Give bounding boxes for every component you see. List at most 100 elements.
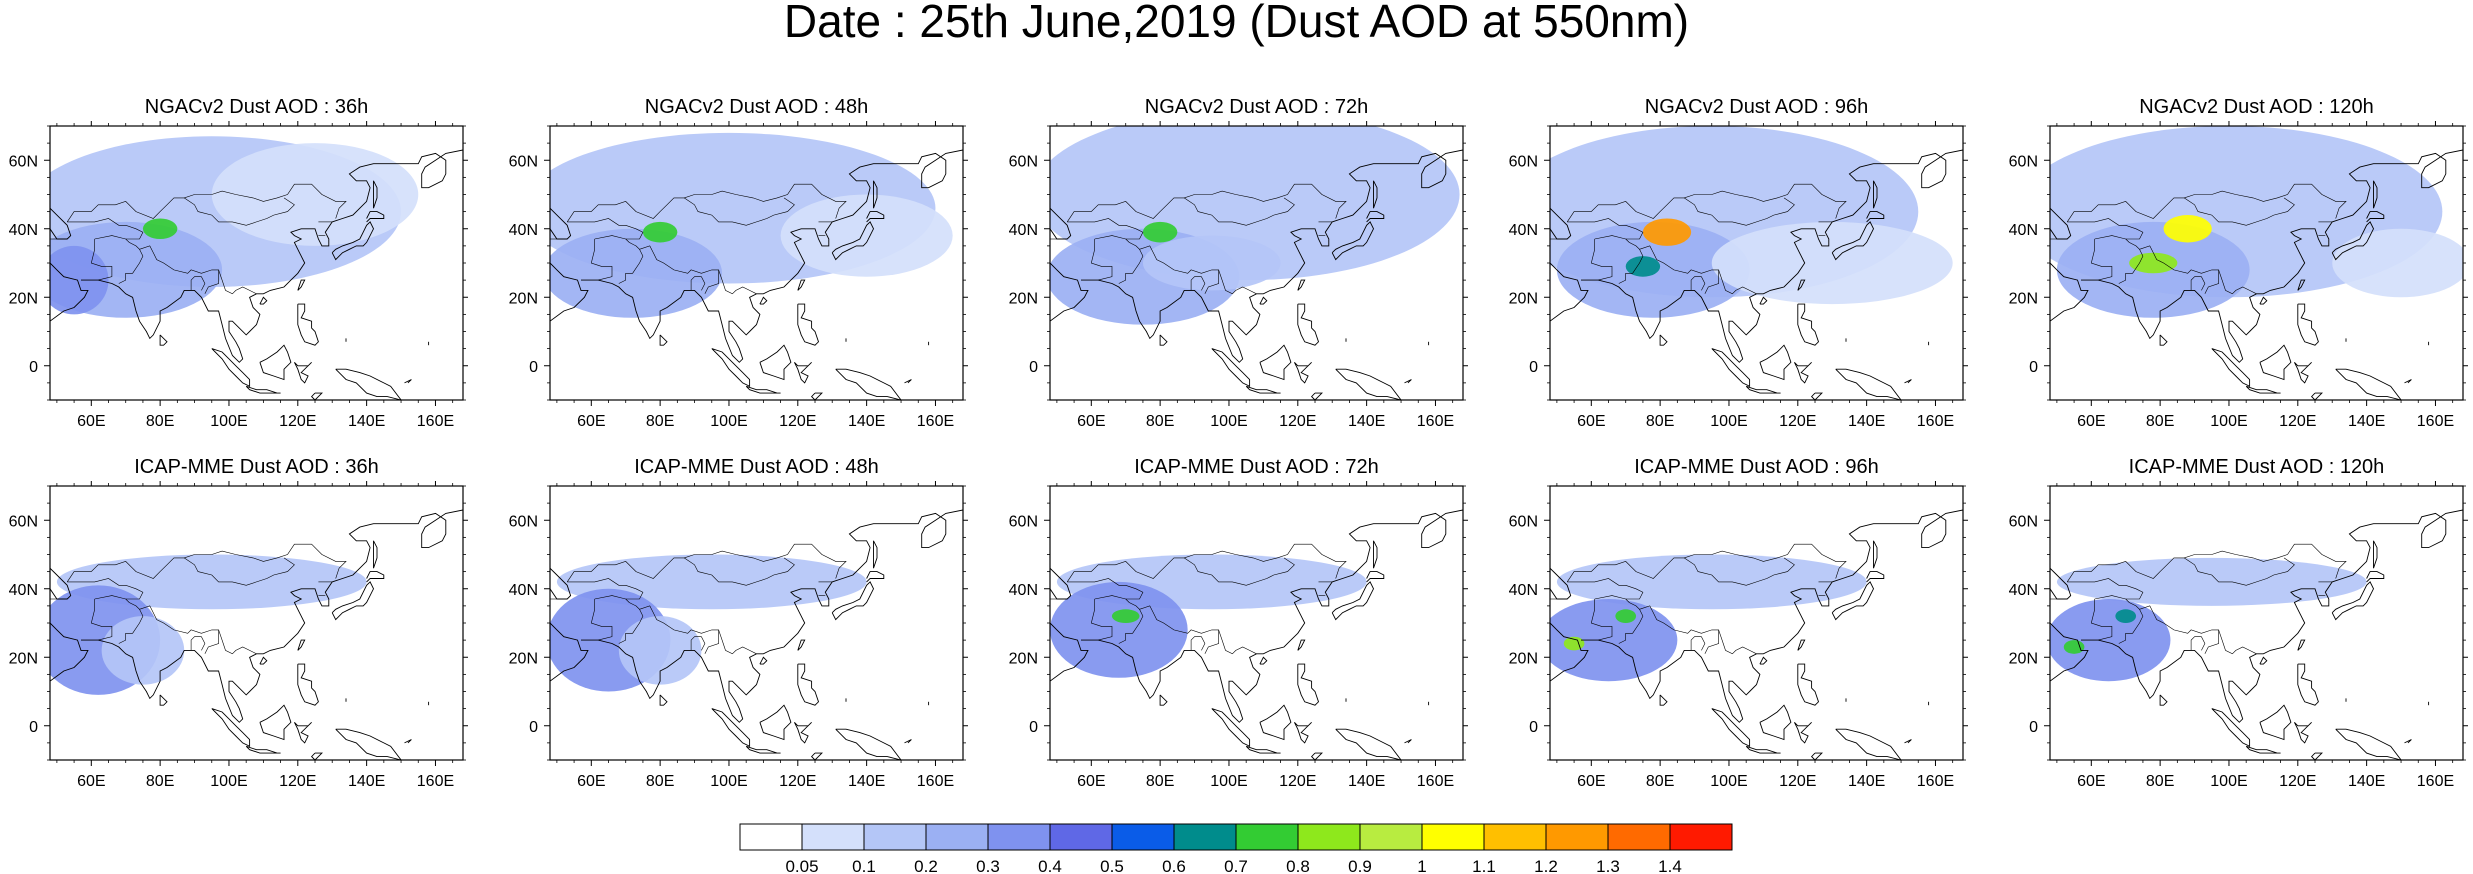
x-tick-label: 120E [1279,773,1316,790]
country-border [2090,599,2113,641]
x-tick-label: 60E [77,773,105,790]
coastline [1211,348,1251,388]
y-tick-label: 40N [509,582,538,599]
coastline [2259,344,2292,381]
x-tick-label: 140E [848,413,885,430]
y-tick-label: 40N [1009,222,1038,239]
map-panel-icap-96h: 60E 80E 100E 120E 140E 160E 0 20N 40N 60N [1509,481,1968,790]
coastline [297,279,306,291]
y-tick-label: 40N [509,222,538,239]
y-tick-label: 60N [1009,153,1038,170]
coastline [1211,708,1251,748]
map-panel-icap-36h: 60E 80E 100E 120E 140E 160E 0 20N 40N 60N [9,481,468,790]
country-border [1567,218,1644,240]
coastline [866,211,885,223]
y-tick-label: 40N [9,222,38,239]
coastline [2297,663,2319,706]
y-tick-label: 0 [1029,359,1038,376]
coastline [310,392,323,400]
country-border [218,629,257,655]
coastline [259,704,292,741]
coastline [1793,361,1812,384]
coastline [797,303,820,346]
x-tick-label: 120E [779,413,816,430]
coastline [159,694,168,706]
x-tick-label: 100E [1210,413,1247,430]
colorbar-label: 0.3 [976,857,1000,874]
y-tick-label: 20N [1009,290,1038,307]
x-tick-label: 120E [779,773,816,790]
y-tick-label: 40N [2009,582,2038,599]
country-border [1067,218,1144,240]
coastline [293,361,312,384]
panel-title-icap-96h: ICAP-MME Dust AOD : 96h [1634,456,1879,478]
country-border [2218,269,2257,295]
coastline [1297,639,1306,651]
coastline [1297,663,1320,706]
coastline [1159,694,1168,706]
coastline [1866,571,1885,583]
coastline [2331,581,2375,621]
colorbar-label: 1 [1417,857,1426,874]
y-tick-label: 0 [529,359,538,376]
coastline [2297,303,2319,346]
aod-field [50,554,367,695]
aod-cell [1556,554,1867,610]
map-panel-ngac-36h: 60E 80E 100E 120E 140E 160E 0 20N 40N 60N [9,121,468,430]
y-tick-label: 20N [1009,650,1038,667]
x-tick-label: 60E [1077,773,1105,790]
colorbar-label: 0.2 [914,857,938,874]
coastline [2081,509,2463,723]
coastline [1797,663,1820,706]
country-border [2066,183,2347,223]
x-tick-label: 60E [1577,413,1605,430]
x-tick-label: 60E [77,413,105,430]
y-tick-label: 0 [1529,719,1538,736]
colorbar-swatch [1359,823,1423,851]
x-tick-label: 140E [2348,773,2385,790]
colorbar-swatch [1483,823,1547,851]
x-tick-label: 100E [210,773,247,790]
colorbar-swatch [1173,823,1237,851]
coastline [1904,739,1912,744]
coastline [2211,708,2251,748]
panel-title-icap-120h: ICAP-MME Dust AOD : 120h [2128,456,2385,478]
y-tick-label: 20N [9,290,38,307]
coastline [2081,149,2463,363]
colorbar-swatch [1669,823,1733,851]
y-tick-label: 60N [2009,153,2038,170]
x-tick-label: 140E [2348,413,2385,430]
x-tick-label: 80E [146,773,174,790]
panel-title-icap-48h: ICAP-MME Dust AOD : 48h [634,456,879,478]
y-tick-label: 0 [1529,359,1538,376]
x-tick-label: 120E [1779,413,1816,430]
y-tick-label: 0 [2029,719,2038,736]
coastline [1581,509,1963,723]
x-tick-label: 80E [2146,773,2174,790]
coastline [2259,656,2268,665]
coastline [1904,379,1912,384]
coastline [1310,752,1323,760]
coastline [793,721,812,744]
country-border [1218,269,1257,295]
country-border [2190,276,2206,291]
coastline [50,262,89,322]
coastlines [1550,149,1963,400]
country-border [2066,543,2347,583]
coastline [810,392,823,400]
coastline [1550,262,1589,322]
coastline [245,385,281,394]
coastline [293,721,312,744]
x-tick-label: 100E [210,413,247,430]
colorbar-label: 0.6 [1162,857,1186,874]
x-tick-label: 60E [1077,413,1105,430]
x-tick-label: 80E [1146,773,1174,790]
x-tick-label: 100E [710,413,747,430]
map-panel-icap-48h: 60E 80E 100E 120E 140E 160E 0 20N 40N 60N [509,481,968,790]
coastline [1873,540,1878,569]
coastline [2293,721,2312,744]
aod-cell [2115,609,2137,624]
aod-field [550,132,953,318]
coastline [1711,708,1751,748]
x-tick-label: 100E [1710,773,1747,790]
